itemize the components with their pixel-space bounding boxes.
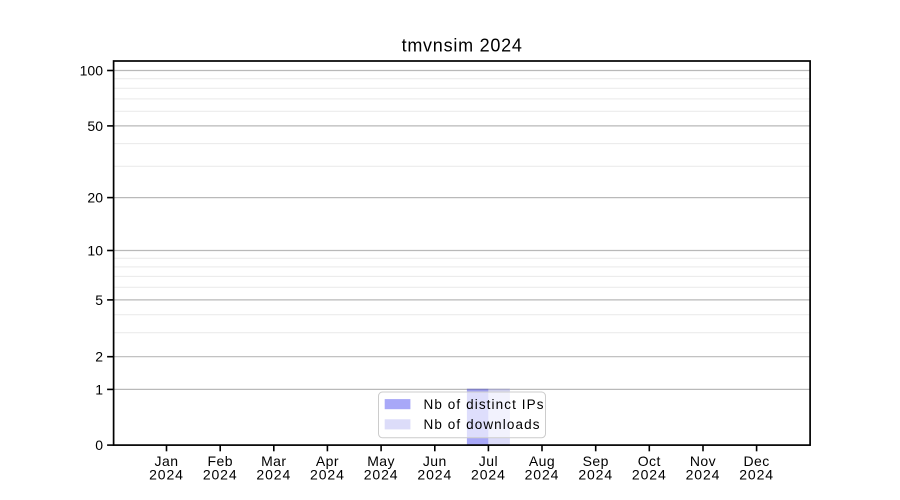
- svg-text:2024: 2024: [525, 467, 560, 483]
- svg-text:2024: 2024: [417, 467, 452, 483]
- svg-text:2024: 2024: [739, 467, 774, 483]
- svg-text:tmvnsim 2024: tmvnsim 2024: [402, 36, 523, 56]
- svg-text:2024: 2024: [632, 467, 667, 483]
- svg-text:Nov: Nov: [690, 453, 716, 469]
- svg-text:Jan: Jan: [155, 453, 179, 469]
- svg-text:2024: 2024: [686, 467, 721, 483]
- svg-text:2024: 2024: [364, 467, 399, 483]
- svg-text:Jul: Jul: [479, 453, 498, 469]
- svg-text:Jun: Jun: [423, 453, 447, 469]
- svg-text:0: 0: [95, 437, 103, 453]
- svg-text:5: 5: [95, 292, 103, 308]
- svg-text:10: 10: [87, 243, 103, 259]
- svg-text:2024: 2024: [310, 467, 345, 483]
- svg-text:2024: 2024: [578, 467, 613, 483]
- svg-text:Nb of downloads: Nb of downloads: [424, 417, 541, 432]
- svg-text:2024: 2024: [203, 467, 238, 483]
- svg-text:100: 100: [80, 63, 104, 79]
- svg-text:Aug: Aug: [529, 453, 555, 469]
- svg-text:Mar: Mar: [261, 453, 286, 469]
- svg-text:Apr: Apr: [316, 453, 339, 469]
- svg-text:Dec: Dec: [743, 453, 769, 469]
- svg-text:Nb of distinct IPs: Nb of distinct IPs: [424, 397, 545, 412]
- svg-text:2024: 2024: [256, 467, 291, 483]
- svg-text:May: May: [367, 453, 395, 469]
- svg-text:Feb: Feb: [207, 453, 232, 469]
- svg-text:2024: 2024: [471, 467, 506, 483]
- svg-text:2: 2: [95, 349, 103, 365]
- svg-text:50: 50: [87, 118, 103, 134]
- svg-text:Oct: Oct: [638, 453, 661, 469]
- svg-text:2024: 2024: [149, 467, 184, 483]
- svg-text:Sep: Sep: [583, 453, 609, 469]
- svg-text:1: 1: [95, 381, 103, 397]
- svg-text:20: 20: [87, 190, 103, 206]
